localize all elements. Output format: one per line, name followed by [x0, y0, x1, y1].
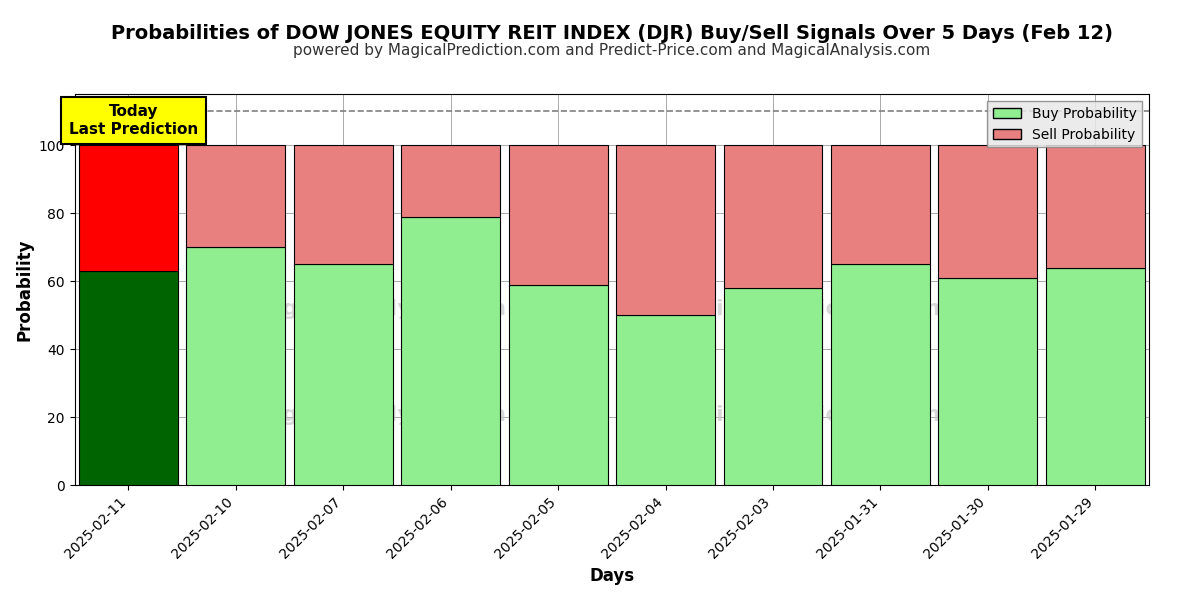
- Bar: [79, 271, 178, 485]
- Bar: [724, 288, 822, 485]
- Bar: [616, 315, 715, 485]
- Bar: [830, 264, 930, 485]
- Bar: [186, 145, 286, 247]
- Text: Probabilities of DOW JONES EQUITY REIT INDEX (DJR) Buy/Sell Signals Over 5 Days : Probabilities of DOW JONES EQUITY REIT I…: [110, 24, 1112, 43]
- Title: powered by MagicalPrediction.com and Predict-Price.com and MagicalAnalysis.com: powered by MagicalPrediction.com and Pre…: [293, 43, 930, 58]
- Bar: [294, 145, 392, 264]
- Bar: [616, 145, 715, 315]
- Bar: [294, 264, 392, 485]
- Bar: [509, 145, 607, 284]
- Text: Today
Last Prediction: Today Last Prediction: [70, 104, 198, 137]
- Bar: [1046, 145, 1145, 268]
- X-axis label: Days: Days: [589, 567, 635, 585]
- Bar: [401, 217, 500, 485]
- Bar: [1046, 268, 1145, 485]
- Bar: [186, 247, 286, 485]
- Bar: [509, 284, 607, 485]
- Y-axis label: Probability: Probability: [16, 238, 34, 341]
- Text: MagicalPrediction.com: MagicalPrediction.com: [662, 405, 948, 425]
- Text: MagicalAnalysis.com: MagicalAnalysis.com: [245, 299, 506, 319]
- Legend: Buy Probability, Sell Probability: Buy Probability, Sell Probability: [988, 101, 1142, 147]
- Text: MagicalAnalysis.com: MagicalAnalysis.com: [245, 405, 506, 425]
- Bar: [938, 278, 1037, 485]
- Text: MagicalPrediction.com: MagicalPrediction.com: [662, 299, 948, 319]
- Bar: [401, 145, 500, 217]
- Bar: [724, 145, 822, 288]
- Bar: [830, 145, 930, 264]
- Bar: [938, 145, 1037, 278]
- Bar: [79, 145, 178, 271]
